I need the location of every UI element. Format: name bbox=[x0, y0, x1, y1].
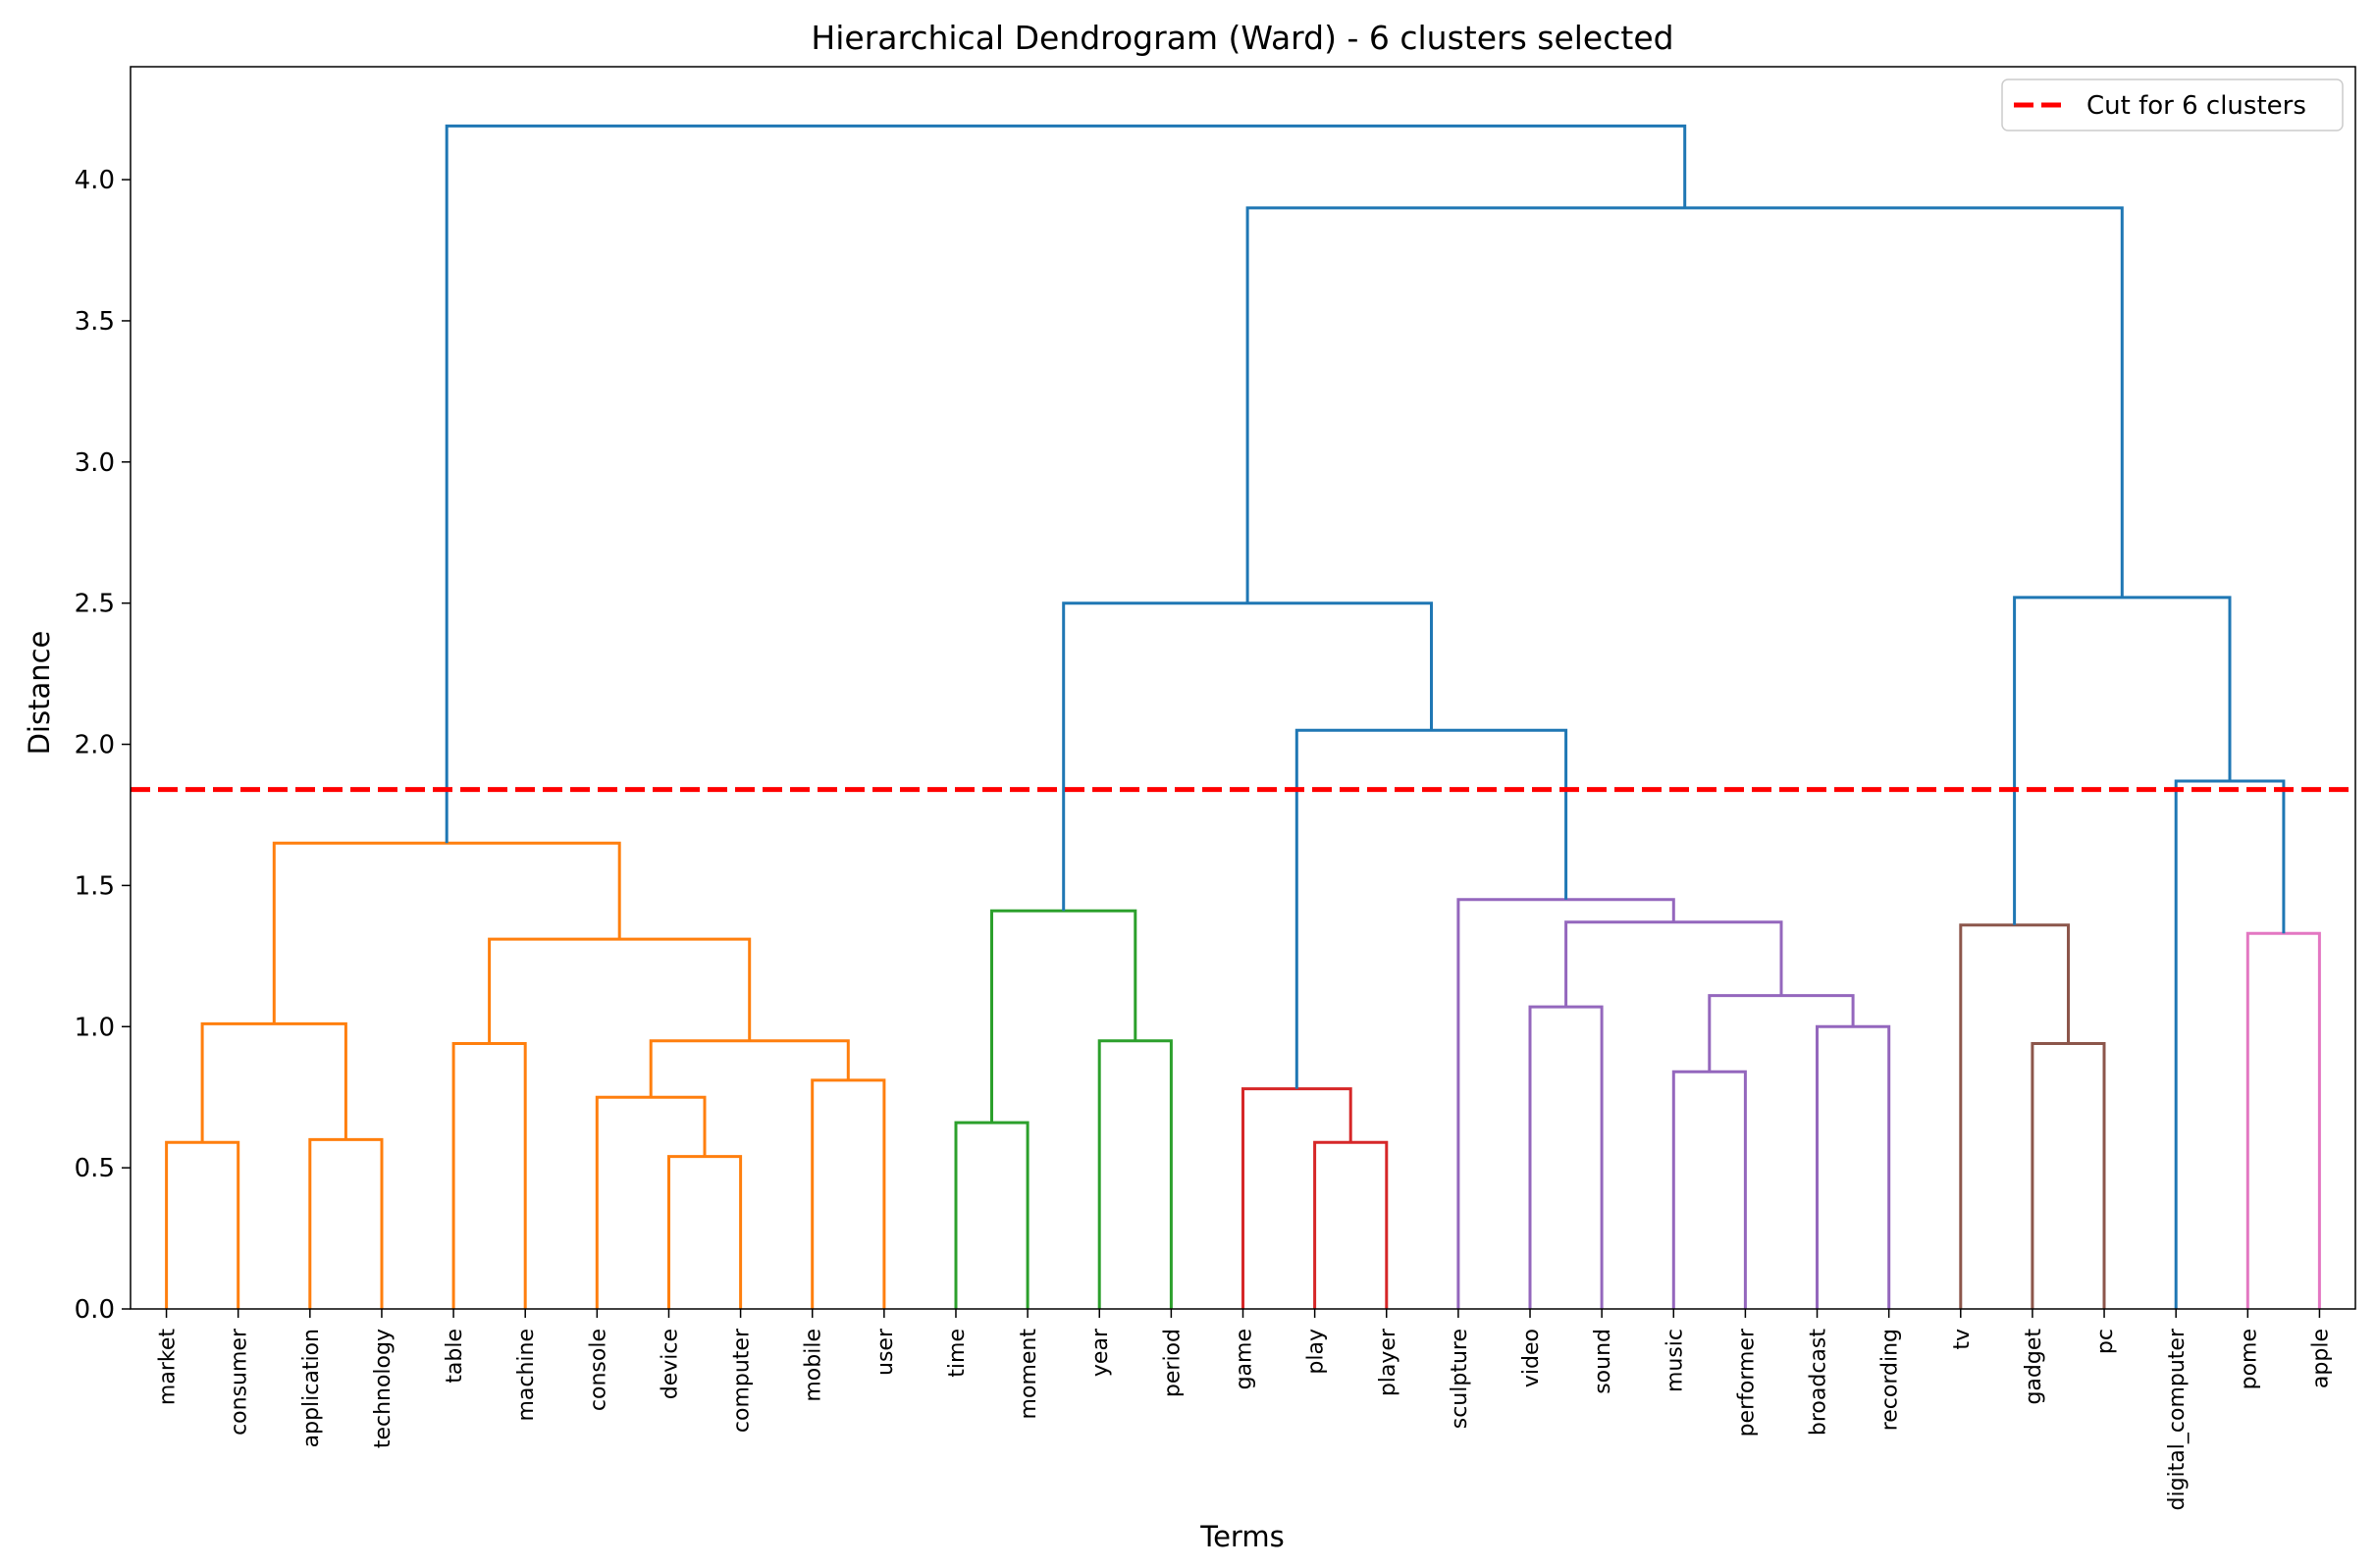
leaf-label: sculpture bbox=[1448, 1329, 1472, 1429]
leaf-label: console bbox=[586, 1329, 610, 1411]
legend: Cut for 6 clusters bbox=[2001, 78, 2344, 131]
leaf-label: technology bbox=[371, 1329, 396, 1448]
y-tick-label: 1.5 bbox=[75, 871, 115, 901]
leaf-label: digital_computer bbox=[2165, 1328, 2190, 1510]
dendrogram-links bbox=[165, 124, 2321, 1309]
leaf-label: performer bbox=[1734, 1328, 1759, 1437]
y-tick-label: 4.0 bbox=[75, 166, 115, 195]
leaf-label: pome bbox=[2237, 1329, 2261, 1389]
leaf-label: game bbox=[1233, 1329, 1257, 1389]
y-tick-label: 0.0 bbox=[75, 1295, 115, 1325]
leaf-label: device bbox=[659, 1329, 683, 1399]
leaf-label: gadget bbox=[2022, 1329, 2046, 1405]
leaf-label: tv bbox=[1950, 1329, 1975, 1350]
leaf-label: moment bbox=[1017, 1329, 1041, 1420]
leaf-label: consumer bbox=[228, 1328, 252, 1436]
leaf-label: market bbox=[156, 1329, 181, 1405]
leaf-label: machine bbox=[514, 1329, 539, 1422]
leaf-label: apple bbox=[2308, 1329, 2333, 1388]
leaf-label: user bbox=[873, 1328, 898, 1376]
legend-label: Cut for 6 clusters bbox=[2086, 91, 2306, 121]
merge-root bbox=[445, 124, 1687, 844]
leaf-label: year bbox=[1088, 1328, 1113, 1377]
y-tick-label: 3.0 bbox=[75, 448, 115, 478]
leaf-label: video bbox=[1519, 1329, 1544, 1387]
y-tick-label: 2.0 bbox=[75, 731, 115, 760]
leaf-label: period bbox=[1160, 1329, 1185, 1397]
leaf-label: recording bbox=[1878, 1329, 1903, 1431]
leaf-label: sound bbox=[1591, 1329, 1615, 1394]
leaf-label: broadcast bbox=[1807, 1329, 1831, 1436]
leaf-label: time bbox=[945, 1329, 970, 1378]
leaf-label: mobile bbox=[802, 1329, 826, 1402]
leaf-label: computer bbox=[730, 1328, 755, 1433]
leaf-label: pc bbox=[2093, 1329, 2118, 1354]
y-axis-label: Distance bbox=[23, 631, 56, 756]
y-tick-label: 1.0 bbox=[75, 1013, 115, 1042]
y-tick-label: 2.5 bbox=[75, 590, 115, 619]
leaf-label: application bbox=[299, 1329, 324, 1447]
leaf-label: player bbox=[1376, 1328, 1400, 1396]
leaf-label: table bbox=[443, 1329, 467, 1384]
y-axis: 0.0 0.5 1.0 1.5 2.0 2.5 3.0 3.5 4.0 bbox=[75, 166, 131, 1325]
y-tick-label: 0.5 bbox=[75, 1154, 115, 1183]
chart-title: Hierarchical Dendrogram (Ward) - 6 clust… bbox=[811, 19, 1673, 57]
leaf-label: music bbox=[1663, 1329, 1687, 1392]
legend-frame bbox=[2001, 78, 2344, 131]
y-tick-label: 3.5 bbox=[75, 307, 115, 337]
x-axis: market consumer application technology table… bbox=[156, 1309, 2333, 1510]
leaf-label: play bbox=[1304, 1329, 1329, 1375]
x-axis-label: Terms bbox=[1199, 1520, 1284, 1553]
